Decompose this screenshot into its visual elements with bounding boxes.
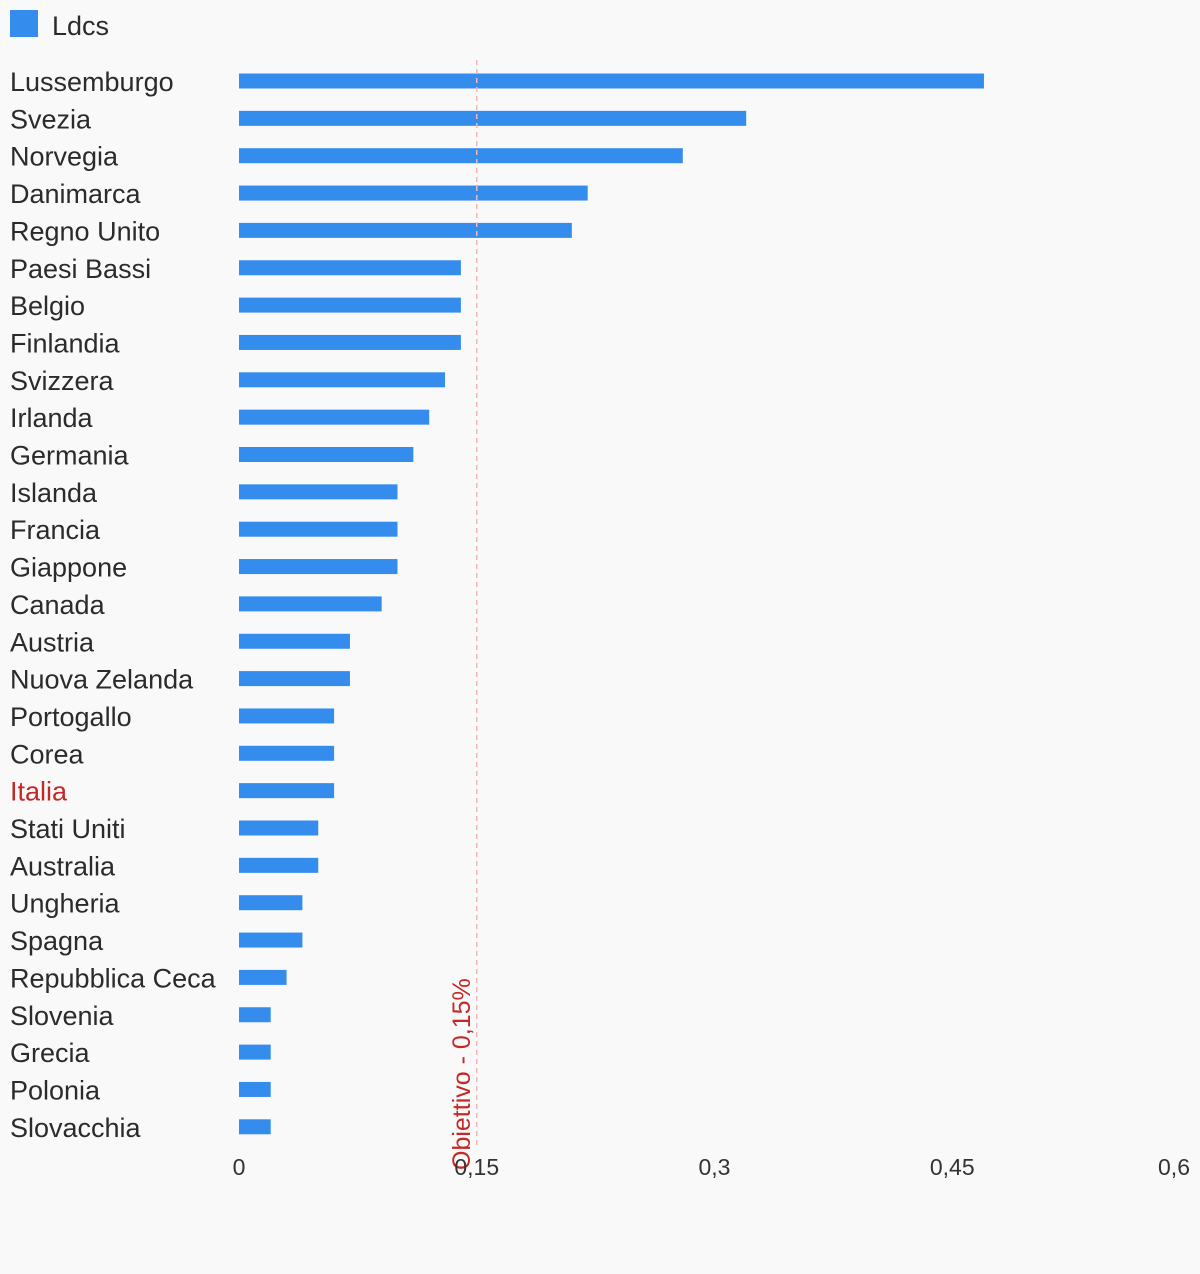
category-label: Polonia — [10, 1075, 101, 1105]
category-label: Giappone — [10, 553, 127, 583]
category-label: Corea — [10, 739, 85, 769]
bar — [239, 708, 335, 724]
category-label: Irlanda — [10, 403, 94, 433]
bar — [239, 559, 398, 575]
bar — [239, 633, 350, 649]
category-label: Spagna — [10, 926, 104, 956]
reference-line-label: Obiettivo - 0,15% — [448, 978, 476, 1170]
bar — [239, 484, 398, 500]
bar — [239, 1081, 271, 1097]
x-tick-label: 0,3 — [699, 1154, 731, 1180]
bar — [239, 820, 319, 836]
legend-label: Ldcs — [52, 11, 109, 41]
bar — [239, 745, 335, 761]
bar — [239, 521, 398, 537]
bar — [239, 932, 303, 948]
bar — [239, 447, 414, 462]
bar — [239, 969, 287, 985]
bar — [239, 1007, 271, 1023]
legend: Ldcs — [10, 10, 109, 41]
x-tick-label: 0,15 — [454, 1154, 499, 1180]
x-axis-ticks: 0 0,15 0,3 0,45 0,6 — [233, 1154, 1190, 1180]
bar — [239, 297, 461, 313]
x-tick-label: 0,45 — [930, 1154, 975, 1180]
category-label: Canada — [10, 590, 106, 620]
bar — [239, 596, 382, 612]
category-label: Norvegia — [10, 142, 119, 172]
category-labels: Lussemburgo Svezia Norvegia Danimarca Regno … — [10, 67, 217, 1143]
category-label: Australia — [10, 851, 116, 881]
bar — [239, 334, 461, 350]
category-label: Germania — [10, 441, 130, 471]
bar — [239, 671, 350, 687]
category-label: Stati Uniti — [10, 814, 126, 844]
category-label: Paesi Bassi — [10, 254, 151, 284]
bar — [239, 73, 984, 89]
category-label: Ungheria — [10, 889, 121, 919]
category-label: Francia — [10, 515, 101, 545]
category-label: Lussemburgo — [10, 67, 174, 97]
category-label: Islanda — [10, 478, 98, 508]
category-label: Austria — [10, 627, 95, 657]
category-label: Belgio — [10, 291, 85, 321]
bar — [239, 1119, 271, 1135]
bar — [239, 260, 461, 276]
category-label: Danimarca — [10, 179, 142, 209]
category-label: Regno Unito — [10, 216, 160, 246]
bar — [239, 1044, 271, 1060]
bar — [239, 222, 572, 238]
category-label: Finlandia — [10, 328, 121, 358]
bar — [239, 185, 588, 201]
legend-swatch — [10, 10, 38, 37]
category-label: Grecia — [10, 1038, 91, 1068]
reference-line-group: Obiettivo - 0,15% — [448, 60, 478, 1170]
bar — [239, 857, 319, 873]
category-label: Portogallo — [10, 702, 132, 732]
bar — [239, 110, 747, 126]
bar — [239, 895, 303, 911]
bar — [239, 372, 446, 388]
bar — [239, 409, 430, 425]
bar — [239, 783, 335, 799]
category-label: Repubblica Ceca — [10, 963, 217, 993]
category-label: Slovenia — [10, 1001, 115, 1031]
category-label: Svezia — [10, 104, 92, 134]
bars — [239, 73, 984, 1135]
category-label: Slovacchia — [10, 1113, 142, 1143]
category-label: Nuova Zelanda — [10, 665, 194, 695]
category-label: Svizzera — [10, 366, 115, 396]
x-tick-label: 0 — [233, 1154, 246, 1180]
x-tick-label: 0,6 — [1158, 1154, 1190, 1180]
category-label: Italia — [10, 777, 68, 807]
bar — [239, 148, 683, 164]
